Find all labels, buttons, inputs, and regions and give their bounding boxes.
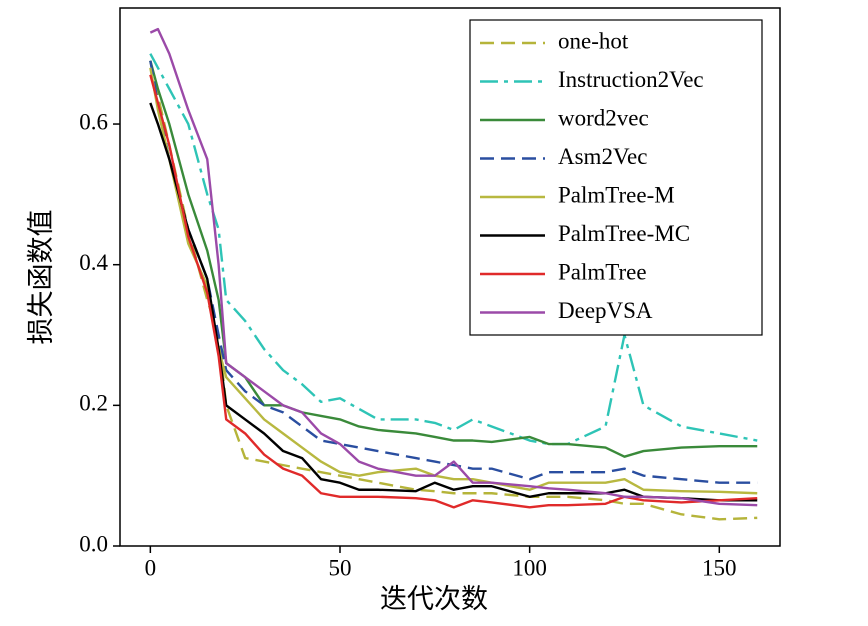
y-tick-label: 0.6 xyxy=(79,109,108,134)
series-line xyxy=(149,53,758,446)
y-tick-label: 0.2 xyxy=(79,391,108,416)
legend-label: DeepVSA xyxy=(558,298,653,323)
legend-label: one-hot xyxy=(558,28,629,53)
legend-label: PalmTree xyxy=(558,259,647,284)
y-axis-label: 损失函数值 xyxy=(26,210,56,345)
legend-label: word2vec xyxy=(558,105,649,130)
legend-label: Instruction2Vec xyxy=(558,67,704,92)
series-line xyxy=(149,102,758,502)
y-tick-label: 0.4 xyxy=(79,250,108,275)
legend-label: PalmTree-M xyxy=(558,182,675,207)
legend-label: PalmTree-MC xyxy=(558,221,690,246)
x-tick-label: 150 xyxy=(702,555,737,580)
x-axis-label: 迭代次数 xyxy=(380,584,488,614)
plot-frame xyxy=(119,7,781,547)
series-line xyxy=(149,27,758,507)
x-tick-label: 50 xyxy=(329,555,352,580)
legend-label: Asm2Vec xyxy=(558,144,647,169)
legend-box xyxy=(469,19,763,336)
series-line xyxy=(149,60,758,484)
x-tick-label: 0 xyxy=(145,555,157,580)
series-line xyxy=(149,60,758,458)
y-tick-label: 0.0 xyxy=(79,531,108,556)
series-line xyxy=(149,74,758,509)
x-tick-label: 100 xyxy=(512,555,547,580)
